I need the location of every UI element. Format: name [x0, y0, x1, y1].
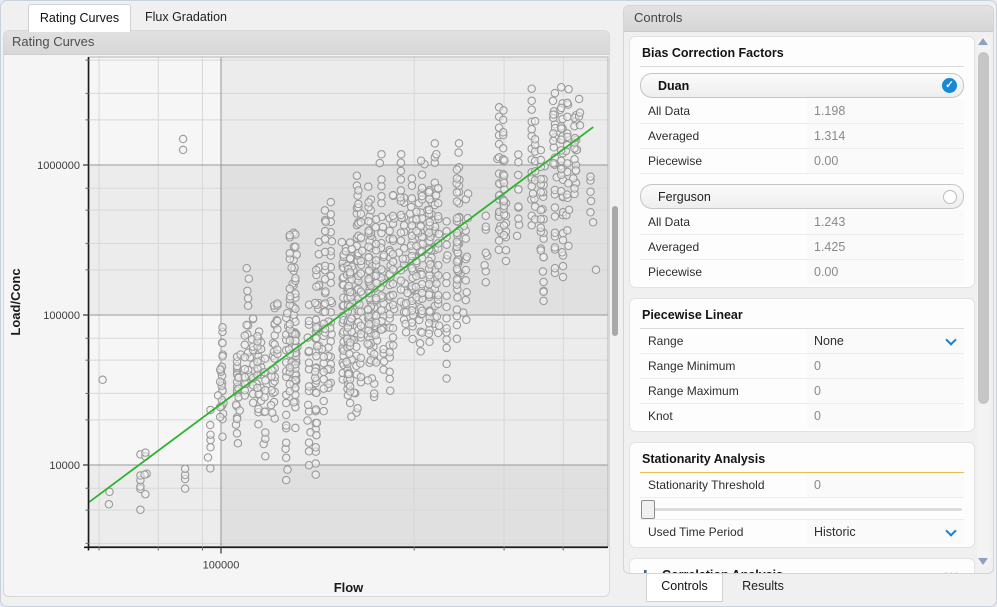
correlation-card: Correlation Analysis ••• Clusters 207	[629, 558, 975, 573]
chevron-down-icon[interactable]	[945, 333, 957, 346]
chevron-down-icon[interactable]	[945, 524, 957, 537]
row-label: Range Minimum	[648, 359, 736, 373]
correlation-title: Correlation Analysis	[662, 568, 783, 573]
row-label: All Data	[648, 104, 691, 118]
stationarity-threshold-slider[interactable]	[640, 498, 964, 520]
dropdown-value: Historic	[814, 525, 856, 539]
y-axis-title: Load/Conc	[8, 268, 23, 335]
controls-scrollbar-thumb[interactable]	[978, 52, 989, 404]
used-time-period-dropdown[interactable]: Historic	[807, 520, 964, 544]
stationarity-title: Stationarity Analysis	[640, 448, 964, 473]
row-value: 1.314	[807, 124, 964, 148]
range-maximum-field[interactable]: 0	[807, 379, 964, 403]
svg-text:100000: 100000	[203, 560, 240, 572]
row-value: 1.198	[807, 99, 964, 123]
tab-results[interactable]: Results	[742, 579, 784, 593]
knot-field[interactable]: 0	[807, 404, 964, 428]
row-label: Averaged	[648, 129, 700, 143]
table-row: Range Minimum 0	[640, 354, 964, 379]
range-minimum-field[interactable]: 0	[807, 354, 964, 378]
table-row: Piecewise 0.00	[640, 260, 964, 284]
controls-panel-header: Controls	[624, 6, 993, 32]
chart-panel-header: Rating Curves	[4, 31, 609, 55]
rating-curves-panel: Rating Curves 1000000 100000 10000 100000 Fl…	[3, 30, 610, 597]
table-row: Range None	[640, 329, 964, 354]
svg-text:100000: 100000	[43, 310, 80, 322]
tab-controls[interactable]: Controls	[646, 574, 723, 602]
row-value: 1.243	[807, 210, 964, 234]
row-label: Range Maximum	[648, 384, 739, 398]
chart-vertical-scrollbar[interactable]	[611, 56, 619, 596]
bias-correction-title: Bias Correction Factors	[640, 42, 964, 67]
svg-text:1000000: 1000000	[37, 160, 80, 172]
table-row: Averaged 1.314	[640, 124, 964, 149]
row-label: Averaged	[648, 240, 700, 254]
radio-unselected-icon[interactable]	[943, 189, 957, 204]
bias-method-ferguson-label: Ferguson	[658, 189, 711, 204]
chart-scrollbar-thumb[interactable]	[612, 206, 618, 336]
table-row: All Data 1.198	[640, 99, 964, 124]
controls-panel: Controls Bias Correction Factors Duan ✓ …	[623, 5, 994, 574]
correlation-title-row: Correlation Analysis •••	[640, 564, 964, 573]
row-label: All Data	[648, 215, 691, 229]
slider-track[interactable]	[641, 508, 962, 511]
table-row: Averaged 1.425	[640, 235, 964, 260]
table-row: Used Time Period Historic	[640, 520, 964, 544]
top-tab-bar: Rating Curves Flux Gradation	[1, 1, 621, 32]
row-label: Knot	[648, 409, 673, 423]
row-value: 0.00	[807, 260, 964, 284]
bias-method-ferguson[interactable]: Ferguson	[640, 184, 964, 209]
row-label: Piecewise	[648, 154, 703, 168]
row-label: Stationarity Threshold	[648, 478, 765, 492]
tab-rating-curves[interactable]: Rating Curves	[28, 4, 131, 32]
tab-flux-gradation[interactable]: Flux Gradation	[145, 10, 227, 24]
stationarity-threshold-field[interactable]: 0	[807, 473, 964, 497]
controls-vertical-scrollbar[interactable]	[977, 36, 990, 567]
bias-correction-card: Bias Correction Factors Duan ✓ All Data …	[629, 36, 975, 288]
row-value: 0.00	[807, 149, 964, 173]
table-row: Piecewise 0.00	[640, 149, 964, 174]
rating-curve-plot[interactable]: 1000000 100000 10000 100000 Flow Load/Conc	[4, 54, 609, 597]
row-label: Piecewise	[648, 265, 703, 279]
table-row: Range Maximum 0	[640, 379, 964, 404]
stationarity-card: Stationarity Analysis Stationarity Thres…	[629, 442, 975, 548]
row-label: Range	[648, 334, 684, 348]
scroll-down-arrow-icon[interactable]	[978, 558, 988, 565]
table-row: All Data 1.243	[640, 210, 964, 235]
check-icon[interactable]: ✓	[942, 78, 957, 93]
bias-method-duan[interactable]: Duan ✓	[640, 73, 964, 98]
dropdown-value: None	[814, 334, 844, 348]
bias-method-duan-label: Duan	[658, 78, 690, 93]
row-label: Used Time Period	[648, 525, 744, 539]
ellipsis-menu-icon[interactable]: •••	[944, 569, 962, 573]
scatter-points	[89, 82, 601, 515]
svg-text:10000: 10000	[49, 460, 80, 472]
x-axis-title: Flow	[334, 580, 364, 595]
bottom-tab-bar: Controls Results	[623, 574, 994, 604]
controls-body: Bias Correction Factors Duan ✓ All Data …	[629, 36, 975, 573]
slider-thumb[interactable]	[641, 500, 655, 519]
scroll-up-arrow-icon[interactable]	[978, 38, 988, 45]
table-row: Knot 0	[640, 404, 964, 428]
row-value: 1.425	[807, 235, 964, 259]
piecewise-linear-card: Piecewise Linear Range None Range Minimu…	[629, 298, 975, 432]
chart-body: 1000000 100000 10000 100000 Flow Load/Conc	[4, 54, 609, 596]
bar-chart-icon	[644, 569, 647, 573]
piecewise-linear-title: Piecewise Linear	[640, 304, 964, 329]
range-dropdown[interactable]: None	[807, 329, 964, 353]
table-row: Stationarity Threshold 0	[640, 473, 964, 498]
